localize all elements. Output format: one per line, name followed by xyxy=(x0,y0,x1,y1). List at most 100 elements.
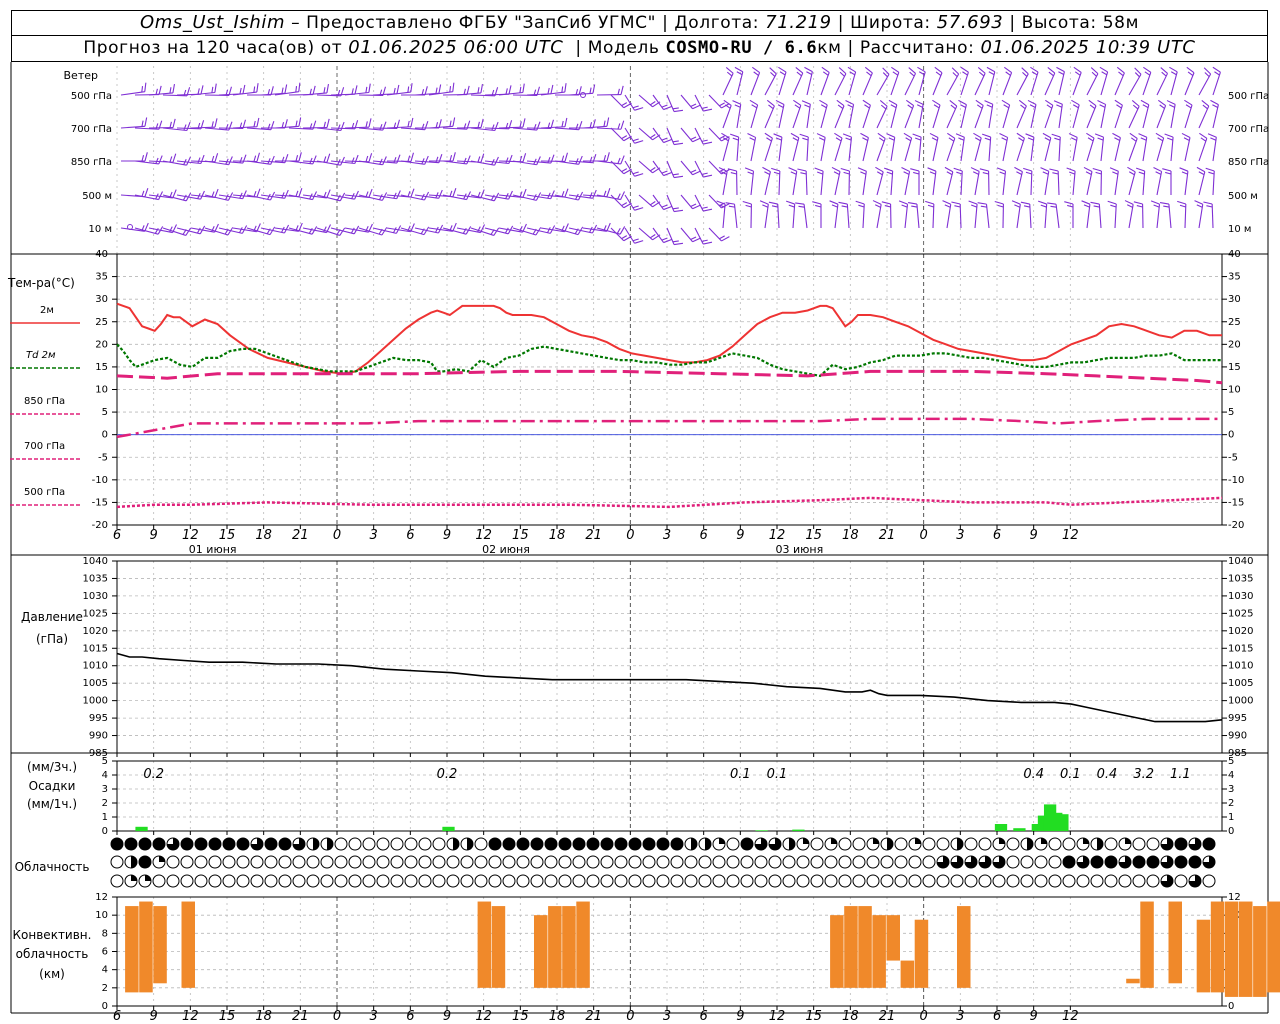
wind-barb-shaft xyxy=(946,73,960,96)
wind-barb-feather xyxy=(546,227,551,233)
hour-label: 21 xyxy=(879,528,896,543)
temp-tick-label: 35 xyxy=(1228,272,1241,283)
wind-barb-feather xyxy=(673,242,684,246)
wind-barb-shaft xyxy=(820,104,828,129)
cloud-symbol xyxy=(782,874,796,888)
wind-barb-shaft xyxy=(974,204,978,229)
pres-tick-label: 1000 xyxy=(83,696,108,707)
wind-barb-feather xyxy=(804,66,813,73)
wind-barb-feather xyxy=(1016,132,1025,139)
cloud-fill xyxy=(1027,838,1033,850)
hour-label: 15 xyxy=(512,1009,529,1024)
wind-barb-feather xyxy=(718,167,728,172)
cloud-symbol xyxy=(810,837,824,851)
wind-barb-feather xyxy=(934,66,943,74)
conv-bar xyxy=(1253,906,1267,997)
wind-barb-feather xyxy=(888,137,895,141)
time-labels-top: 6 9 12 15 18 21 0 3 6 9 12 15 18 21 0 3 6 9 12 15 18 21 0 3 6 9 12 xyxy=(113,528,1079,543)
wind-barb-feather xyxy=(1153,204,1160,208)
wind-barb-feather xyxy=(980,205,987,208)
cloud-symbol xyxy=(208,874,222,888)
cloud-symbol xyxy=(740,874,754,888)
cloud-fill xyxy=(209,838,221,850)
wind-barb-feather xyxy=(281,226,285,233)
wind-barb-shaft xyxy=(918,71,926,96)
wind-barb-shaft xyxy=(890,137,896,162)
wind-barb-feather xyxy=(1157,137,1164,142)
conv-bar xyxy=(1196,919,1211,993)
cloud-symbol xyxy=(838,855,852,869)
wind-barb-feather xyxy=(728,205,735,208)
wind-barb-feather xyxy=(632,171,639,175)
wind-barb-feather xyxy=(812,201,822,205)
wind-barb-shaft xyxy=(176,127,202,130)
conv-bar xyxy=(1168,901,1182,984)
wind-barb-feather xyxy=(242,190,247,199)
wind-barb-feather xyxy=(1194,200,1203,205)
wind-barb-shaft xyxy=(1156,105,1167,129)
wind-barb-feather xyxy=(1132,104,1139,110)
cloud-symbol xyxy=(222,855,236,869)
wind-barb-feather xyxy=(536,121,541,131)
pres-tick-label: 1015 xyxy=(1228,643,1253,654)
wind-barb-feather xyxy=(1047,66,1056,74)
wind-barb-feather xyxy=(862,99,871,106)
wind-barb-shaft xyxy=(792,204,796,229)
temp-legend-label: Td 2м xyxy=(26,350,56,361)
hour-label: 3 xyxy=(663,528,671,543)
wind-barb-feather xyxy=(1201,99,1210,107)
wind-barb-feather xyxy=(1112,171,1119,175)
wind-barb-shaft xyxy=(162,227,186,236)
wind-barb-feather xyxy=(841,205,848,208)
hour-label: 6 xyxy=(700,1009,708,1024)
wind-barb-feather xyxy=(410,83,413,93)
wind-barb-feather xyxy=(1135,167,1145,172)
wind-barb-feather xyxy=(634,207,644,211)
cloud-symbol xyxy=(250,855,264,869)
cloud-symbol xyxy=(390,837,404,851)
wind-barb-feather xyxy=(914,100,924,105)
wind-barb-feather xyxy=(829,200,839,205)
temp-tick-label: 15 xyxy=(95,362,108,373)
hour-label: 0 xyxy=(333,528,341,543)
wind-barb-feather xyxy=(1092,167,1102,172)
wind-barb-feather xyxy=(1169,66,1178,73)
cloud-fill xyxy=(265,838,277,850)
wind-barb-feather xyxy=(326,153,331,163)
wind-barb-shaft xyxy=(1044,171,1050,196)
wind-barb-feather xyxy=(477,87,480,94)
prec-frame xyxy=(116,760,1223,832)
precip-bar xyxy=(1013,828,1026,831)
wind-barb-feather xyxy=(211,86,214,93)
wind-barb-feather xyxy=(732,100,741,105)
hour-label: 0 xyxy=(920,1009,928,1024)
wind-barb-feather xyxy=(979,168,989,172)
wind-barb-feather xyxy=(617,193,621,200)
temp-legend: 2м Td 2м 850 гПа 700 гПа 500 гПа xyxy=(10,305,80,506)
cloud-symbol xyxy=(1020,855,1034,869)
wind-barb-shaft xyxy=(1198,105,1210,129)
wind-barb-feather xyxy=(632,205,639,209)
wind-barb-feather xyxy=(1205,167,1215,172)
cloud-symbol xyxy=(922,837,936,851)
precip-title: Осадки xyxy=(29,779,76,793)
wind-barb-feather xyxy=(701,172,708,175)
wind-barb-shaft xyxy=(610,127,625,142)
wind-barb-feather xyxy=(661,137,668,141)
wind-barb-feather xyxy=(535,227,542,236)
wind-barb-shaft xyxy=(904,171,911,196)
wind-barb-feather xyxy=(1199,132,1208,139)
wind-barb-feather xyxy=(312,85,316,95)
temp-tick-label: 30 xyxy=(1228,294,1241,305)
wind-barb-feather xyxy=(592,84,596,94)
temp-series-line xyxy=(116,302,1222,375)
wind-barb-feather xyxy=(452,187,457,197)
temp-tick-label: 0 xyxy=(1228,430,1234,441)
cloud-fill xyxy=(1189,856,1201,868)
wind-barb-shaft xyxy=(792,72,804,96)
wind-barb-feather xyxy=(778,66,787,73)
cloud-symbol xyxy=(852,874,866,888)
cloud-symbol xyxy=(796,855,810,869)
wind-barb-feather xyxy=(1040,167,1049,172)
conv-tick-label: 8 xyxy=(102,928,108,939)
